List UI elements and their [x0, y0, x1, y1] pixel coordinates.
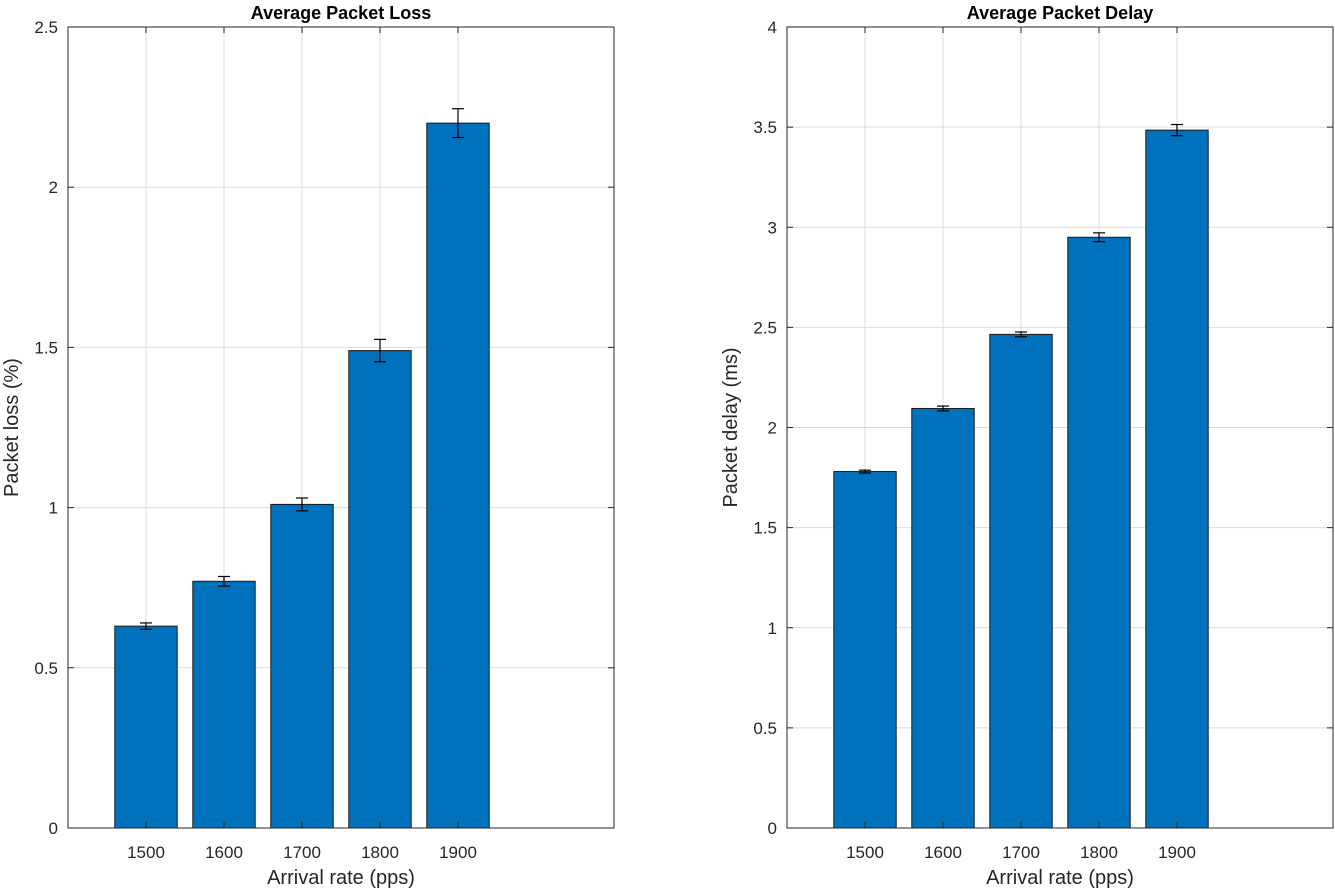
panel-packet-delay: 1500 1600 1700 1800 1900 0 0.5 1 1.5 2 2.5 3 3.5 4 Ave…: [720, 3, 1334, 889]
bar-1500: [833, 471, 897, 829]
bar-1600: [192, 580, 256, 829]
x-axis-label: Arrival rate (pps): [986, 867, 1134, 889]
bar-1600: [911, 407, 975, 829]
x-tick-label: 1800: [361, 843, 399, 862]
y-tick-label: 3.5: [753, 118, 777, 137]
panel-packet-loss: 1500 1600 1700 1800 1900 0 0.5 1 1.5 2 2.5 Average …: [1, 3, 615, 889]
y-tick-label: 2: [768, 419, 777, 438]
bar-1900: [426, 122, 490, 829]
y-tick-label: 1: [768, 619, 777, 638]
y-axis-label: Packet delay (ms): [720, 347, 742, 507]
y-tick-label: 0: [49, 819, 58, 838]
y-tick-label: 2: [49, 178, 58, 197]
bar-1700: [989, 333, 1053, 829]
x-tick-label: 1600: [924, 843, 962, 862]
chart-title: Average Packet Delay: [967, 3, 1153, 23]
y-tick-label: 1: [49, 499, 58, 518]
y-tick-label: 0: [768, 819, 777, 838]
bar-1800: [348, 350, 412, 829]
x-tick-label: 1900: [439, 843, 477, 862]
bar-1700: [270, 503, 334, 829]
x-tick-label: 1800: [1080, 843, 1118, 862]
y-tick-label: 0.5: [753, 719, 777, 738]
x-tick-label: 1900: [1158, 843, 1196, 862]
chart-title: Average Packet Loss: [251, 3, 431, 23]
y-axis-label: Packet loss (%): [1, 358, 23, 497]
x-tick-label: 1500: [846, 843, 884, 862]
bar-1900: [1145, 129, 1209, 829]
x-axis-label: Arrival rate (pps): [267, 867, 415, 889]
y-tick-label: 0.5: [34, 659, 58, 678]
y-tick-label: 2.5: [34, 18, 58, 37]
x-tick-label: 1500: [127, 843, 165, 862]
y-tick-label: 2.5: [753, 318, 777, 337]
y-tick-label: 1.5: [753, 519, 777, 538]
x-tick-label: 1700: [283, 843, 321, 862]
bar-1800: [1067, 236, 1131, 829]
y-tick-label: 3: [768, 218, 777, 237]
bar-1500: [114, 625, 178, 829]
x-tick-label: 1700: [1002, 843, 1040, 862]
y-tick-label: 4: [768, 18, 777, 37]
y-tick-label: 1.5: [34, 338, 58, 357]
axes-box: [67, 26, 615, 829]
x-tick-label: 1600: [205, 843, 243, 862]
